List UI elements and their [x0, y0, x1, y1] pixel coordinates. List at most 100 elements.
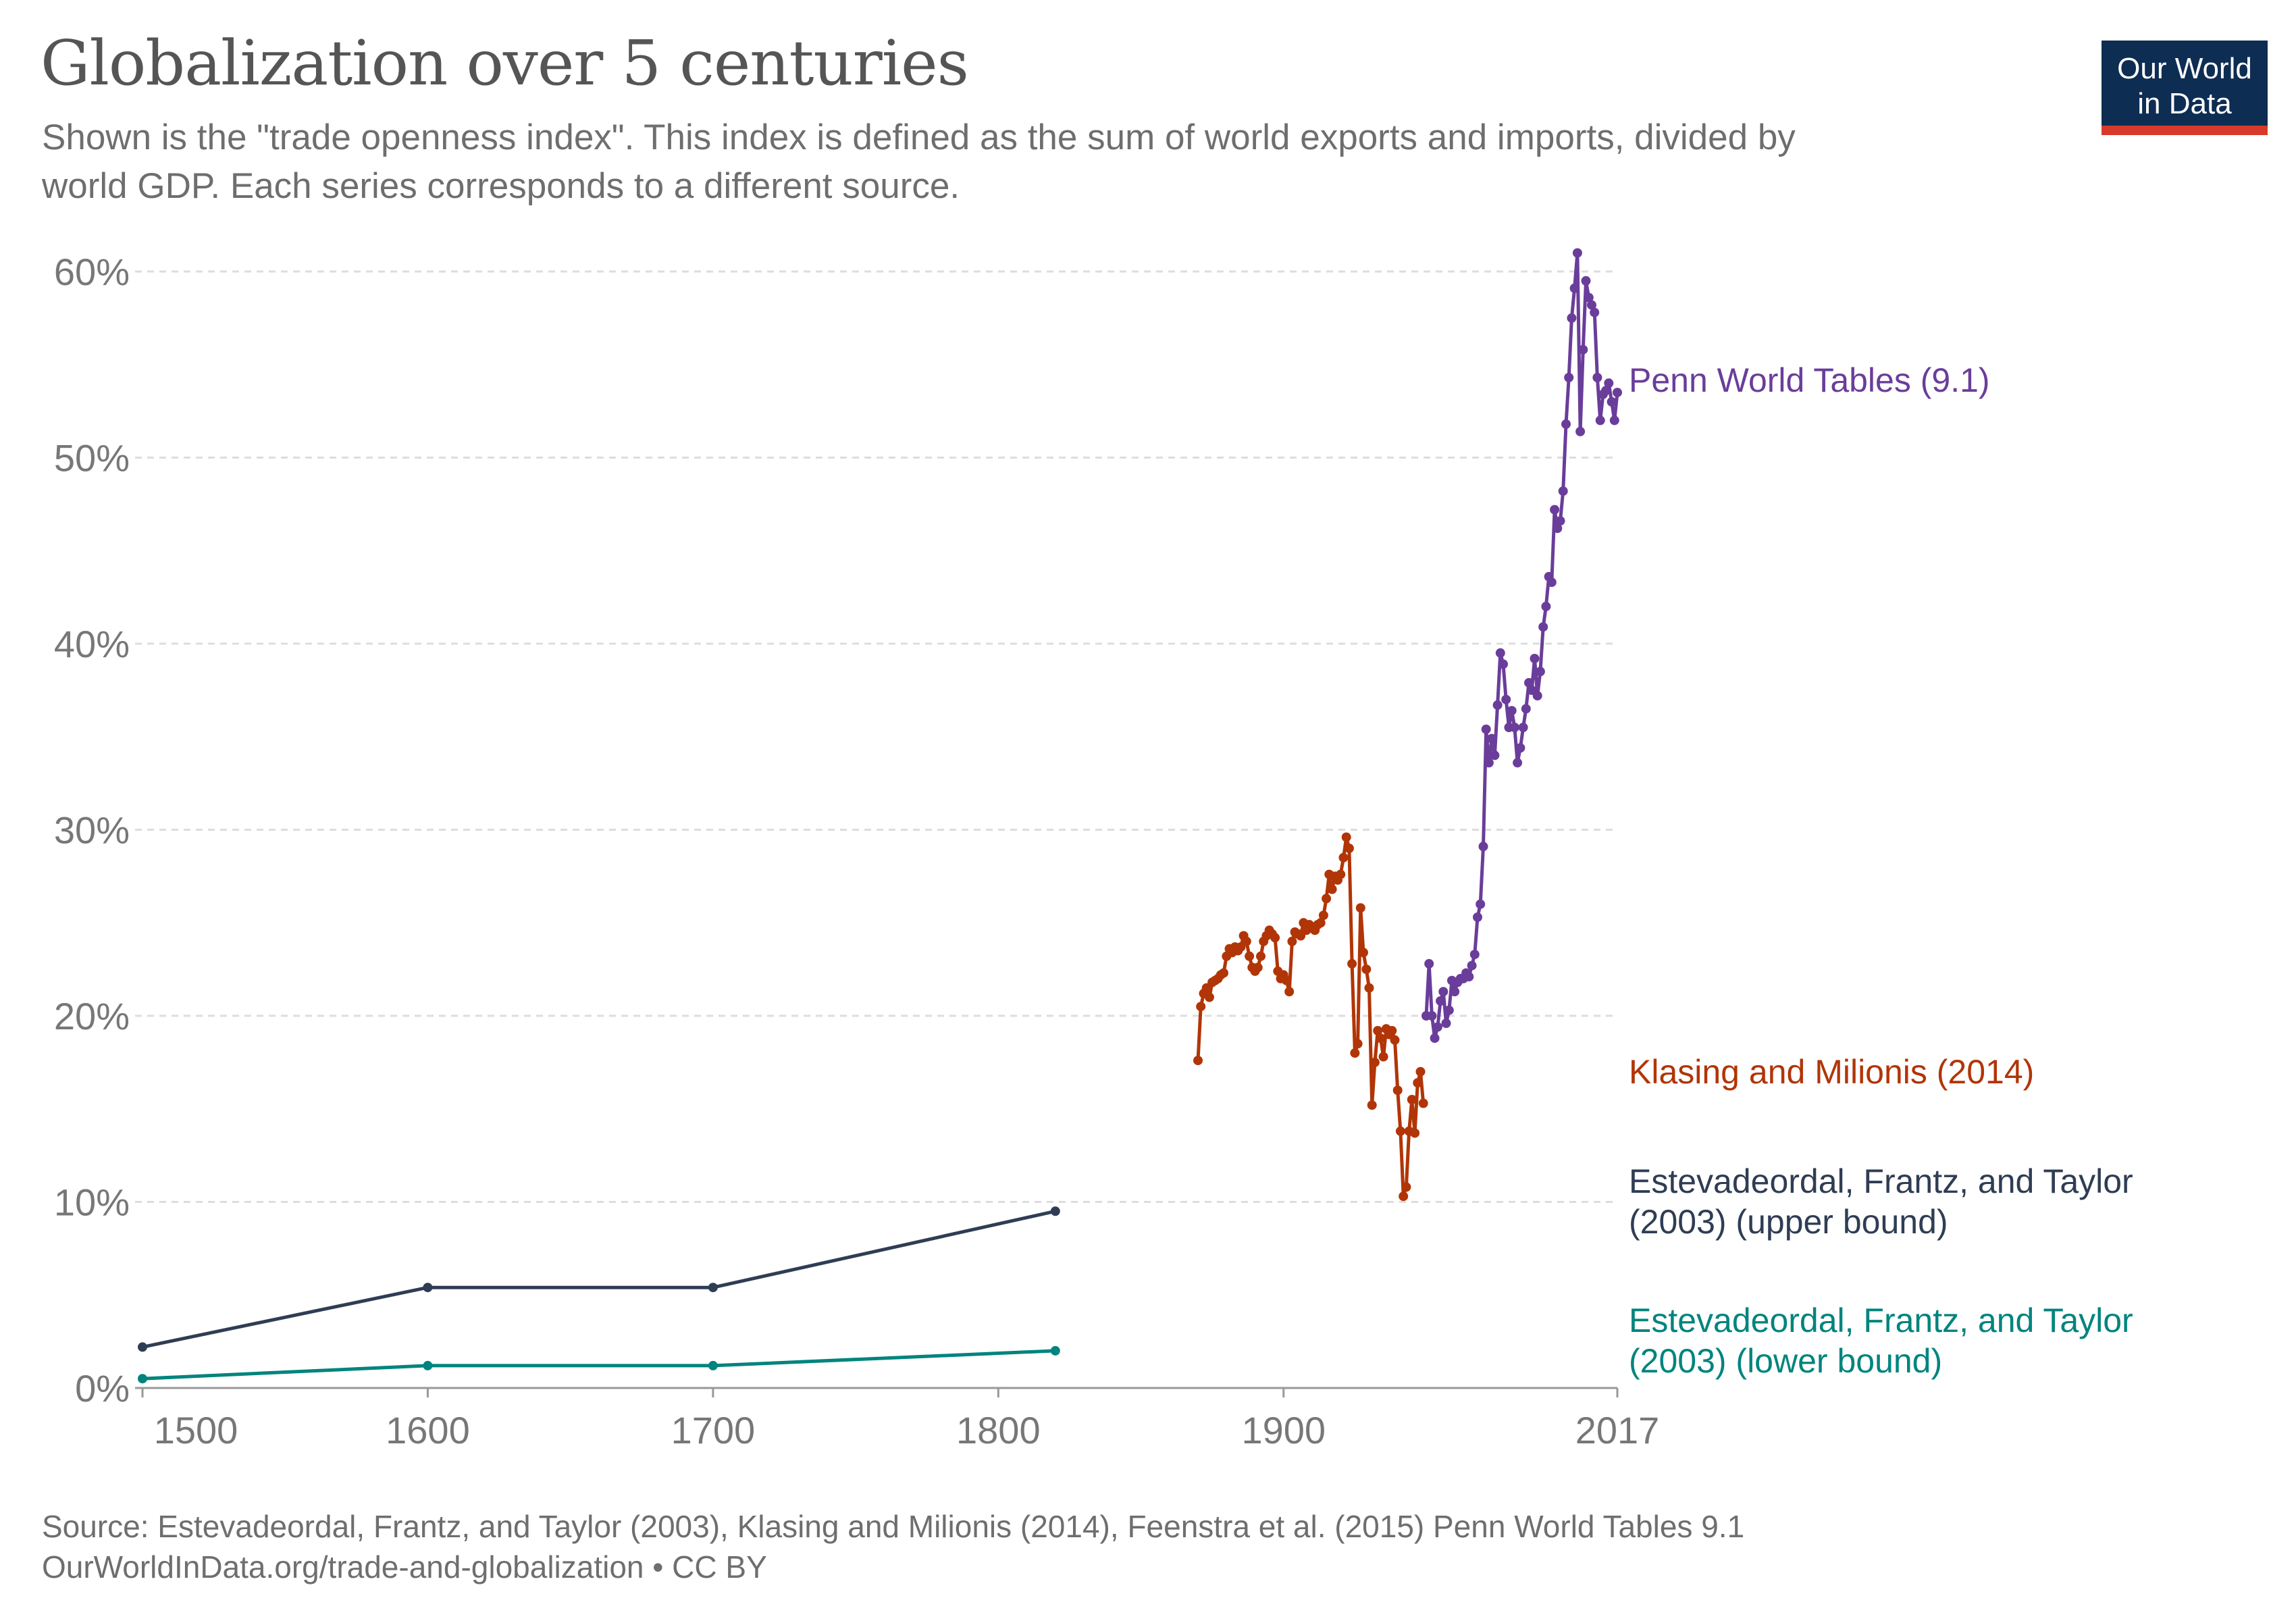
data-point[interactable]: [1553, 523, 1563, 534]
series-eft_lower[interactable]: [138, 1345, 1060, 1384]
data-point[interactable]: [1609, 415, 1619, 426]
data-point[interactable]: [1538, 622, 1548, 632]
data-point[interactable]: [1287, 936, 1297, 946]
data-point[interactable]: [1364, 983, 1374, 993]
data-point[interactable]: [1532, 691, 1542, 701]
data-point[interactable]: [1607, 396, 1617, 407]
data-point[interactable]: [1282, 975, 1291, 985]
data-point[interactable]: [1245, 951, 1255, 961]
data-point[interactable]: [1507, 706, 1517, 716]
data-point[interactable]: [1204, 992, 1214, 1002]
data-point[interactable]: [1546, 577, 1557, 588]
data-point[interactable]: [1436, 996, 1446, 1006]
data-point[interactable]: [1469, 950, 1480, 960]
data-point[interactable]: [1418, 1098, 1428, 1108]
data-point[interactable]: [1395, 1126, 1405, 1136]
data-point[interactable]: [1487, 734, 1497, 744]
data-point[interactable]: [1561, 419, 1571, 429]
data-point[interactable]: [1555, 516, 1565, 526]
data-point[interactable]: [1359, 948, 1368, 958]
data-point[interactable]: [1513, 758, 1523, 768]
data-point[interactable]: [1196, 1002, 1206, 1012]
data-point[interactable]: [1592, 373, 1602, 382]
data-point[interactable]: [1575, 426, 1586, 436]
series-klasing[interactable]: [1193, 832, 1428, 1202]
data-point[interactable]: [1327, 884, 1337, 894]
data-point[interactable]: [1530, 654, 1540, 663]
data-point[interactable]: [1572, 248, 1582, 258]
series-eft_upper[interactable]: [138, 1206, 1060, 1352]
data-point[interactable]: [1322, 894, 1332, 904]
data-point[interactable]: [1450, 987, 1460, 997]
data-point[interactable]: [1587, 300, 1596, 310]
data-point[interactable]: [1578, 344, 1588, 355]
data-point[interactable]: [1407, 1095, 1417, 1104]
data-point[interactable]: [1410, 1128, 1420, 1138]
data-point[interactable]: [1253, 962, 1263, 973]
data-point[interactable]: [1584, 292, 1594, 303]
data-point[interactable]: [1484, 758, 1494, 768]
data-point[interactable]: [1595, 415, 1605, 426]
data-point[interactable]: [1347, 958, 1357, 969]
data-point[interactable]: [1401, 1182, 1411, 1192]
data-point[interactable]: [1492, 700, 1503, 710]
data-point[interactable]: [1604, 378, 1614, 388]
data-point[interactable]: [1427, 1011, 1437, 1021]
data-point[interactable]: [1361, 964, 1372, 975]
data-point[interactable]: [1376, 1033, 1386, 1044]
data-point[interactable]: [1050, 1206, 1060, 1216]
data-point[interactable]: [1613, 388, 1622, 398]
data-point[interactable]: [1373, 1026, 1383, 1035]
data-point[interactable]: [1564, 373, 1574, 382]
data-point[interactable]: [1541, 601, 1551, 611]
series-line[interactable]: [142, 1349, 1055, 1381]
data-point[interactable]: [1558, 486, 1568, 496]
data-point[interactable]: [1369, 1057, 1380, 1067]
data-point[interactable]: [1590, 307, 1600, 317]
series-line[interactable]: [1424, 251, 1619, 1040]
data-point[interactable]: [1495, 648, 1505, 658]
data-point[interactable]: [1318, 910, 1328, 921]
data-point[interactable]: [1467, 960, 1477, 971]
data-point[interactable]: [1353, 1039, 1363, 1049]
data-point[interactable]: [1498, 659, 1508, 669]
data-point[interactable]: [138, 1342, 147, 1352]
data-point[interactable]: [1350, 1048, 1360, 1058]
data-point[interactable]: [1256, 951, 1266, 961]
data-point[interactable]: [1270, 933, 1280, 943]
data-point[interactable]: [1524, 677, 1534, 688]
data-point[interactable]: [1501, 694, 1511, 704]
data-point[interactable]: [1430, 1033, 1440, 1044]
data-point[interactable]: [1473, 912, 1482, 922]
data-point[interactable]: [1518, 723, 1528, 732]
data-point[interactable]: [1050, 1345, 1060, 1356]
data-point[interactable]: [1521, 704, 1531, 714]
data-point[interactable]: [1476, 899, 1486, 909]
data-point[interactable]: [1355, 903, 1365, 913]
data-point[interactable]: [1478, 842, 1488, 852]
data-point[interactable]: [138, 1374, 147, 1384]
data-point[interactable]: [1241, 936, 1251, 946]
data-point[interactable]: [1567, 313, 1577, 323]
data-point[interactable]: [1490, 750, 1500, 761]
data-point[interactable]: [1219, 968, 1228, 978]
data-point[interactable]: [708, 1283, 718, 1293]
data-point[interactable]: [1550, 505, 1560, 515]
data-point[interactable]: [1569, 283, 1580, 293]
data-point[interactable]: [1367, 1100, 1377, 1110]
data-point[interactable]: [1338, 852, 1349, 863]
data-point[interactable]: [1481, 724, 1491, 734]
data-point[interactable]: [1464, 972, 1474, 982]
data-point[interactable]: [1387, 1026, 1397, 1035]
data-point[interactable]: [1378, 1052, 1388, 1062]
data-point[interactable]: [1601, 386, 1611, 396]
data-point[interactable]: [1432, 1022, 1442, 1032]
data-point[interactable]: [1390, 1035, 1400, 1045]
series-line[interactable]: [142, 1209, 1056, 1349]
data-point[interactable]: [1341, 832, 1351, 842]
data-point[interactable]: [1441, 1019, 1451, 1028]
owid-logo[interactable]: Our World in Data: [2102, 41, 2268, 135]
data-point[interactable]: [1193, 1056, 1203, 1066]
data-point[interactable]: [1344, 844, 1354, 853]
data-point[interactable]: [1535, 667, 1545, 677]
